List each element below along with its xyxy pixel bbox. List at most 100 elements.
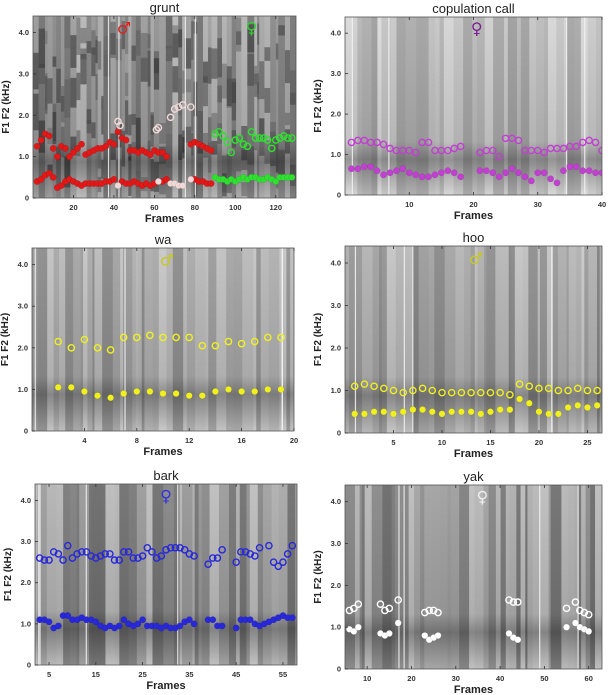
data-point — [489, 169, 497, 177]
data-point — [54, 550, 63, 558]
y-tick-label: 2.0 — [21, 578, 31, 587]
data-point — [110, 556, 119, 564]
data-point — [360, 410, 368, 418]
y-tick-label: 4.0 — [331, 497, 341, 506]
x-tick-label: 10 — [438, 438, 446, 447]
data-point — [45, 132, 53, 140]
data-point — [566, 163, 574, 171]
x-tick-label: 40 — [110, 203, 118, 212]
data-point — [385, 604, 394, 613]
chart-panel-copulation-call: 0 1.0 2.0 3.0 4.0 10 20 30 40 copulation call Fram… — [305, 0, 610, 228]
data-point — [592, 169, 600, 177]
data-point — [456, 142, 465, 151]
series-f1-male-uncertain- — [114, 175, 195, 190]
data-point — [213, 554, 222, 562]
data-point — [77, 548, 86, 556]
data-point — [534, 169, 542, 177]
data-point — [405, 169, 413, 177]
x-tick-label: 100 — [229, 203, 242, 212]
x-tick-label: 55 — [279, 670, 287, 679]
data-point — [209, 616, 217, 624]
chart-title: copulation call — [432, 1, 514, 16]
x-tick-label: 15 — [486, 438, 494, 447]
data-point — [132, 333, 141, 342]
data-point — [495, 173, 503, 181]
data-point — [578, 138, 587, 147]
data-point — [211, 341, 220, 350]
data-point — [251, 552, 259, 560]
y-tick-label: 3.0 — [21, 537, 31, 546]
data-point — [124, 548, 133, 556]
data-point — [515, 169, 522, 177]
data-point — [525, 382, 534, 391]
data-point — [367, 163, 375, 171]
x-tick-label: 60 — [150, 203, 158, 212]
series-f1 — [347, 163, 602, 187]
data-point — [392, 167, 400, 175]
data-point — [428, 386, 437, 395]
data-point — [418, 384, 427, 393]
y-tick-label: 2.0 — [19, 111, 29, 120]
data-point — [437, 169, 445, 177]
data-point — [187, 175, 195, 183]
y-axis-label: F1 F2 (kHz) — [313, 79, 324, 132]
data-point — [269, 558, 278, 566]
data-point — [185, 392, 193, 400]
data-point — [288, 614, 296, 622]
data-point — [219, 132, 227, 140]
chart-title: grunt — [150, 0, 180, 15]
data-point — [488, 146, 497, 155]
data-point — [412, 171, 420, 179]
data-point — [533, 146, 542, 155]
chart-title: hoo — [463, 230, 485, 245]
data-point — [263, 333, 272, 342]
data-point — [277, 333, 285, 342]
chart-title: wa — [154, 232, 172, 247]
data-point — [424, 138, 433, 147]
data-point — [559, 144, 568, 153]
data-point — [45, 556, 53, 564]
data-point — [450, 144, 459, 153]
x-tick-label: 16 — [237, 436, 245, 445]
data-point — [246, 616, 254, 624]
series-f2 — [35, 541, 297, 571]
data-point — [425, 173, 432, 181]
y-tick-label: 2.0 — [18, 343, 28, 352]
y-tick-label: 1.0 — [21, 619, 31, 628]
data-point — [255, 543, 264, 552]
chart-yak: 0 1.0 2.0 3.0 4.0 10 20 30 40 50 60 yak Frames F1 F2 … — [313, 469, 603, 695]
y-tick-label: 3.0 — [331, 69, 341, 78]
chart-hoo: 0 1.0 2.0 3.0 4.0 5 10 15 20 25 hoo Frames F1 F2 (kH… — [313, 230, 603, 460]
data-point — [585, 167, 593, 175]
data-point — [152, 125, 161, 134]
y-axis-label: F1 F2 (kHz) — [0, 313, 11, 366]
data-point — [514, 136, 523, 145]
x-tick-label: 5 — [391, 438, 395, 447]
female-symbol-icon: ♀ — [471, 19, 483, 38]
data-point — [544, 384, 553, 393]
data-point — [114, 182, 122, 190]
series-f2 — [350, 380, 601, 399]
data-point — [218, 622, 226, 630]
y-axis-label: F1 F2 (kHz) — [3, 548, 14, 601]
data-point — [521, 173, 529, 181]
data-point — [535, 408, 543, 416]
data-point — [138, 552, 147, 560]
data-point — [122, 136, 130, 144]
y-tick-label: 4.0 — [331, 259, 341, 268]
data-point — [514, 636, 522, 644]
data-point — [211, 388, 219, 395]
y-tick-label: 1.0 — [331, 386, 341, 395]
data-point — [429, 606, 438, 615]
data-point — [496, 388, 504, 397]
data-point — [37, 136, 45, 144]
data-point — [179, 182, 187, 190]
data-point — [63, 541, 72, 550]
data-point — [115, 622, 123, 630]
data-point — [255, 134, 264, 142]
data-point — [114, 117, 122, 126]
data-point — [506, 390, 514, 399]
y-tick-label: 4.0 — [21, 496, 31, 505]
series-f2-male-uncertain- — [114, 101, 195, 134]
data-point — [243, 142, 252, 151]
